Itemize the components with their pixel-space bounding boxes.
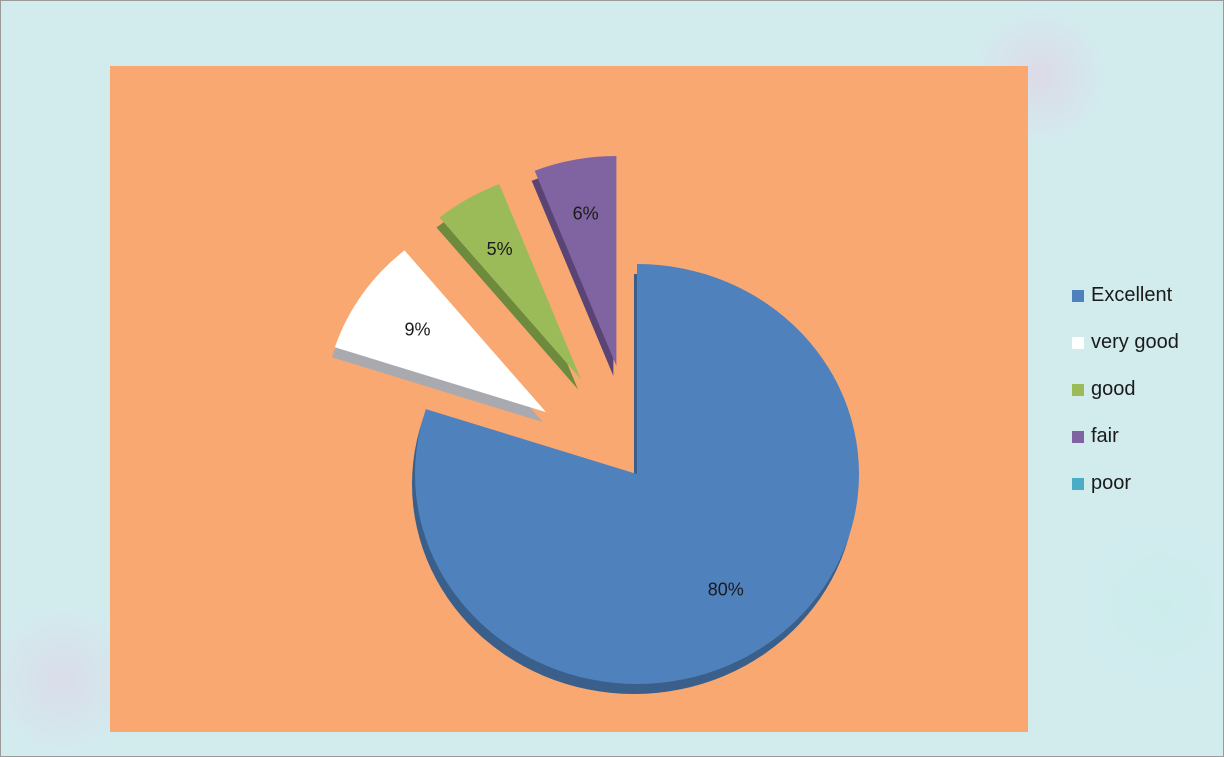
legend-item-fair[interactable]: fair [1072,413,1212,460]
legend-item-good[interactable]: good [1072,366,1212,413]
legend-swatch-very-good [1072,336,1084,349]
slice-label-very-good: 9% [404,320,430,340]
slice-tops [334,155,859,685]
slice-label-good: 5% [487,239,513,259]
legend-item-poor[interactable]: poor [1072,460,1212,507]
legend-swatch-excellent [1072,289,1084,302]
legend-label-poor: poor [1091,472,1132,494]
slice-labels: 80% 9% 5% 6% [404,203,743,599]
legend-label-good: good [1091,378,1136,400]
legend-label-fair: fair [1091,425,1119,447]
legend-item-excellent[interactable]: Excellent [1072,272,1212,319]
pie-slice-good[interactable] [439,184,582,380]
legend-swatch-poor [1072,477,1084,490]
legend-label-excellent: Excellent [1091,284,1173,306]
legend: Excellent very good good fair poor [1072,272,1212,507]
pie-slice-excellent[interactable] [414,264,859,685]
legend-item-very-good[interactable]: very good [1072,319,1212,366]
pie-slice-fair[interactable] [534,155,617,366]
legend-swatch-fair [1072,430,1084,443]
pie-slice-very-good[interactable] [334,250,547,413]
slice-label-fair: 6% [573,203,599,223]
slice-label-excellent: 80% [708,580,744,600]
legend-swatch-good [1072,383,1084,396]
legend-label-very-good: very good [1091,331,1179,353]
